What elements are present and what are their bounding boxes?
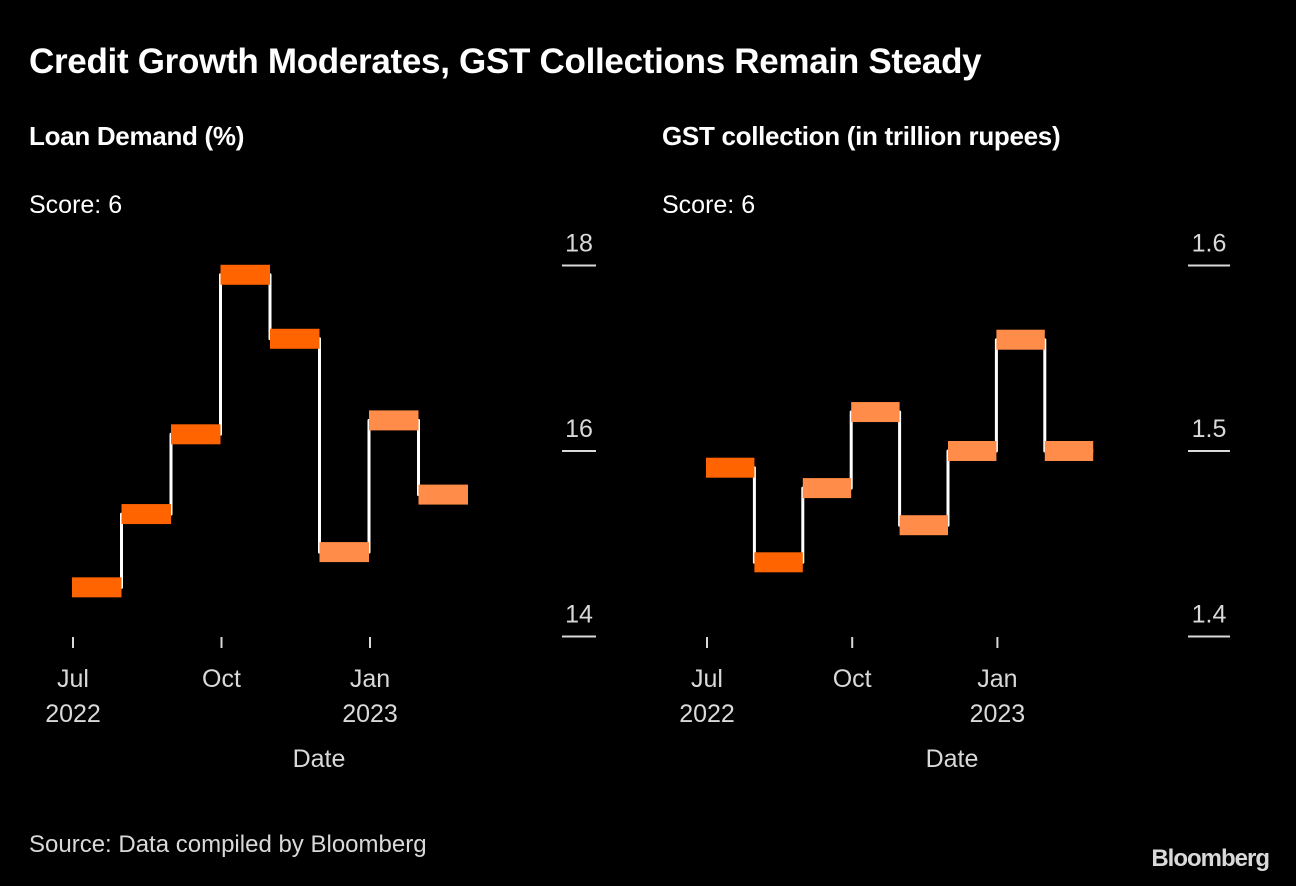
x-tick-label: Jul — [57, 665, 89, 693]
y-tick-label: 14 — [565, 601, 593, 629]
data-bar-2023-01 — [996, 329, 1045, 350]
x-tick-label: Oct — [833, 665, 872, 693]
gst-collection-score: Score: 6 — [662, 191, 756, 219]
gst-collection-title: GST collection (in trillion rupees) — [662, 121, 1061, 151]
loan-demand-title: Loan Demand (%) — [29, 121, 245, 151]
loan-demand-score: Score: 6 — [29, 191, 123, 219]
data-bar-2022-07 — [72, 577, 122, 598]
data-bar-2022-12 — [319, 542, 369, 563]
source-note: Source: Data compiled by Bloomberg — [29, 831, 427, 858]
x-tick-label: Jan — [350, 665, 390, 693]
data-bar-2022-10 — [851, 402, 900, 423]
y-tick-label: 1.6 — [1192, 230, 1227, 258]
x-axis-title: Date — [926, 745, 979, 773]
x-tick-label: Jul — [691, 665, 723, 693]
x-tick-year-label: 2023 — [970, 700, 1026, 728]
data-bar-2022-12 — [948, 441, 997, 461]
data-bar-2023-02 — [1044, 441, 1094, 461]
data-bar-2022-07 — [706, 457, 755, 478]
data-bar-2023-01 — [369, 410, 419, 431]
data-bar-2022-10 — [220, 264, 270, 285]
data-bar-2022-11 — [270, 328, 320, 349]
x-tick-year-label: 2022 — [45, 700, 101, 728]
x-tick-year-label: 2022 — [679, 700, 735, 728]
x-tick-label: Oct — [202, 665, 241, 693]
data-bar-2023-02 — [418, 484, 468, 505]
y-tick-label: 16 — [565, 415, 593, 443]
x-tick-label: Jan — [977, 665, 1017, 693]
y-tick-label: 1.5 — [1192, 415, 1227, 443]
data-bar-2022-08 — [121, 504, 171, 525]
y-tick-label: 18 — [565, 230, 593, 258]
y-tick-label: 1.4 — [1192, 601, 1227, 629]
data-bar-2022-09 — [802, 478, 852, 499]
chart-title: Credit Growth Moderates, GST Collections… — [29, 42, 982, 81]
data-bar-2022-11 — [899, 515, 948, 536]
data-bar-2022-09 — [171, 424, 221, 445]
x-tick-year-label: 2023 — [342, 700, 398, 728]
x-axis-title: Date — [293, 745, 346, 773]
data-bar-2022-08 — [754, 552, 803, 573]
bloomberg-logo: Bloomberg — [1151, 845, 1270, 872]
